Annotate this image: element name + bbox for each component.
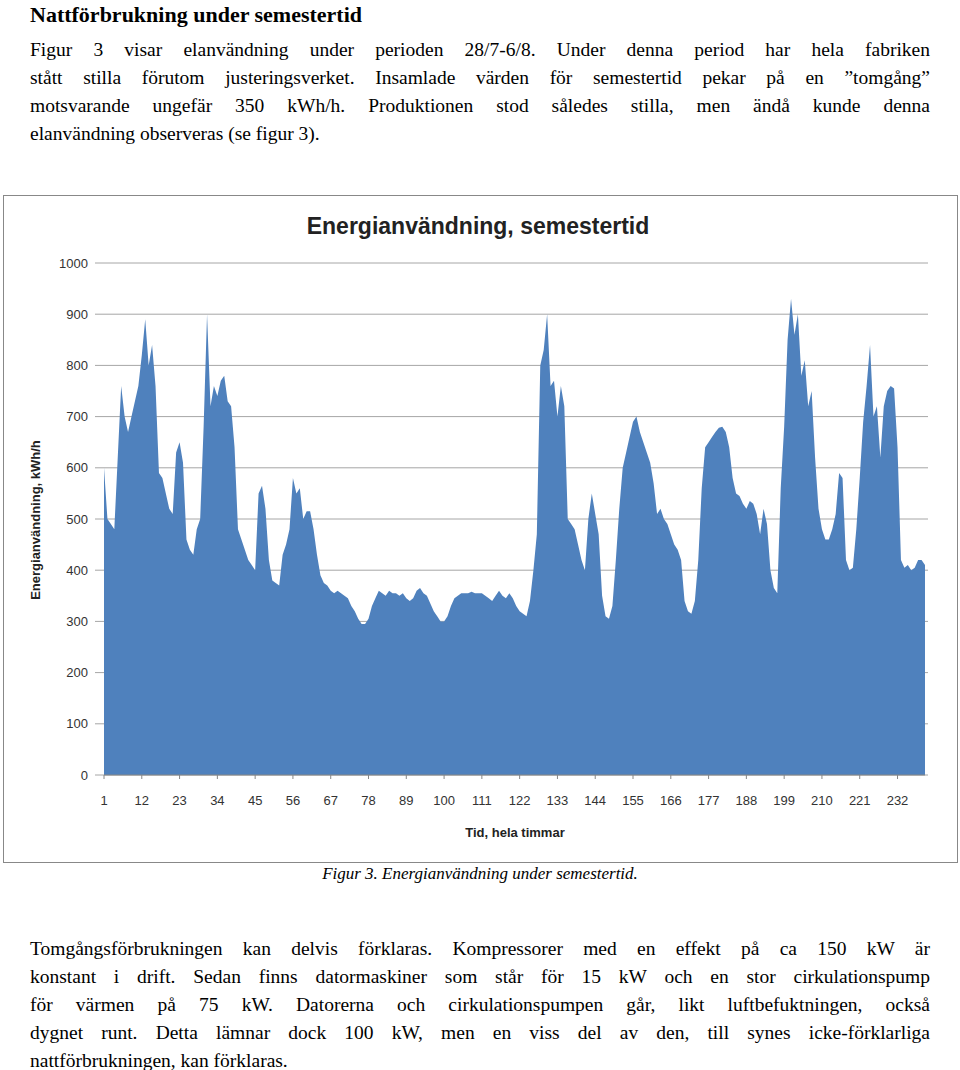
x-tick-label: 78 xyxy=(361,793,375,808)
y-tick-label: 0 xyxy=(81,768,88,783)
x-tick-label: 210 xyxy=(811,793,833,808)
paragraph-line: Figur 3 visar elanvändning under periode… xyxy=(30,38,930,62)
x-tick-label: 23 xyxy=(172,793,186,808)
x-tick-label: 188 xyxy=(736,793,758,808)
area xyxy=(104,299,925,775)
x-tick-label: 12 xyxy=(135,793,149,808)
x-tick xyxy=(557,775,558,779)
x-tick xyxy=(104,775,105,779)
paragraph-line: dygnet runt. Detta lämnar dock 100 kW, m… xyxy=(30,1021,930,1045)
x-tick-label: 133 xyxy=(547,793,569,808)
x-tick-label: 1 xyxy=(100,793,107,808)
x-tick-label: 221 xyxy=(849,793,871,808)
y-tick-label: 1000 xyxy=(59,256,88,271)
caption: Figur 3. Energianvändning under semester… xyxy=(0,864,960,884)
x-tick-label: 89 xyxy=(399,793,413,808)
y-tick-label: 400 xyxy=(66,563,88,578)
y-tick-label: 100 xyxy=(66,716,88,731)
x-tick xyxy=(444,775,445,779)
x-tick-label: 177 xyxy=(698,793,720,808)
paragraph-line: nattförbrukningen, kan förklaras. xyxy=(30,1049,930,1070)
x-tick xyxy=(368,775,369,779)
grid-line xyxy=(95,263,928,264)
x-tick xyxy=(217,775,218,779)
x-tick-label: 199 xyxy=(773,793,795,808)
x-tick xyxy=(708,775,709,779)
y-tick-label: 200 xyxy=(66,665,88,680)
y-axis-label: Energianvändning, kWh/h xyxy=(28,440,43,600)
x-tick xyxy=(481,775,482,779)
x-tick-label: 155 xyxy=(622,793,644,808)
x-tick xyxy=(255,775,256,779)
y-tick-label: 800 xyxy=(66,358,88,373)
x-axis-line xyxy=(104,775,925,776)
x-tick-label: 144 xyxy=(584,793,606,808)
x-tick xyxy=(292,775,293,779)
x-tick xyxy=(784,775,785,779)
chart-frame xyxy=(4,196,958,863)
paragraph-line: elanvändning observeras (se figur 3). xyxy=(30,122,930,146)
paragraph-line: konstant i drift. Sedan finns datormaski… xyxy=(30,965,930,989)
x-tick-label: 67 xyxy=(323,793,337,808)
heading: Nattförbrukning under semestertid xyxy=(30,2,362,28)
plot-area xyxy=(104,299,925,775)
x-tick xyxy=(406,775,407,779)
x-tick-label: 166 xyxy=(660,793,682,808)
y-tick-label: 600 xyxy=(66,460,88,475)
chart: Energianvändning, semestertid 0 100 200 300 4… xyxy=(0,0,960,1070)
x-tick xyxy=(859,775,860,779)
x-tick-label: 100 xyxy=(433,793,455,808)
x-tick xyxy=(821,775,822,779)
x-tick xyxy=(670,775,671,779)
x-tick xyxy=(141,775,142,779)
paragraph-line: Tomgångsförbrukningen kan delvis förklar… xyxy=(30,937,930,961)
x-tick xyxy=(179,775,180,779)
paragraph-line: stått stilla förutom justeringsverket. I… xyxy=(30,66,930,90)
x-tick-label: 111 xyxy=(472,793,492,808)
x-tick xyxy=(519,775,520,779)
x-axis-label: Tid, hela timmar xyxy=(465,825,564,840)
x-tick xyxy=(595,775,596,779)
x-tick xyxy=(746,775,747,779)
y-tick-label: 700 xyxy=(66,409,88,424)
grid-line xyxy=(95,775,928,776)
x-tick-label: 232 xyxy=(887,793,909,808)
paragraph-line: motsvarande ungefär 350 kWh/h. Produktio… xyxy=(30,94,930,118)
grid-line xyxy=(95,365,928,366)
paragraph-line: för värmen på 75 kW. Datorerna och cirku… xyxy=(30,993,930,1017)
y-tick-label: 900 xyxy=(66,307,88,322)
x-tick-label: 34 xyxy=(210,793,224,808)
grid-line xyxy=(95,314,928,315)
x-tick-label: 45 xyxy=(248,793,262,808)
x-tick xyxy=(633,775,634,779)
chart-title: Energianvändning, semestertid xyxy=(307,213,650,239)
x-tick-label: 56 xyxy=(286,793,300,808)
x-tick xyxy=(330,775,331,779)
y-tick-label: 500 xyxy=(66,512,88,527)
y-tick-label: 300 xyxy=(66,614,88,629)
x-tick xyxy=(897,775,898,779)
x-tick-label: 122 xyxy=(509,793,531,808)
